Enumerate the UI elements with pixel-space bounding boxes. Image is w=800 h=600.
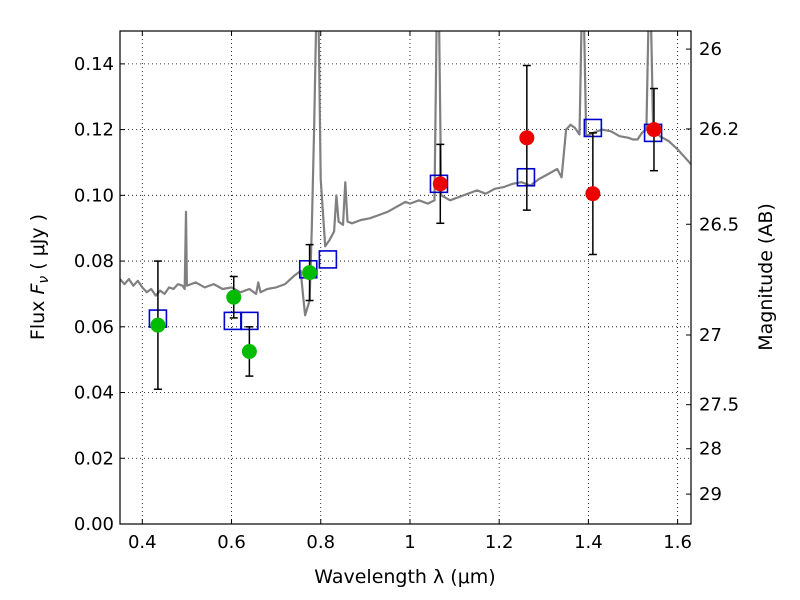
y-tick-label: 0.12 bbox=[74, 120, 114, 141]
y-axis-left: 0.00 0.02 0.04 0.06 0.08 0.10 0.12 0.14 bbox=[74, 54, 125, 535]
x-tick-label: 1.4 bbox=[574, 532, 603, 553]
right-tick-label: 27 bbox=[699, 325, 722, 346]
y-tick-label: 0.06 bbox=[74, 317, 114, 338]
right-tick-label: 29 bbox=[699, 484, 722, 505]
y-tick-label: 0.08 bbox=[74, 251, 114, 272]
right-tick-label: 28 bbox=[699, 439, 722, 460]
red-points bbox=[432, 122, 662, 202]
error-bars bbox=[153, 64, 658, 390]
y-axis-right: 26 26.2 26.5 27 27.5 28 29 bbox=[686, 39, 739, 505]
model-spectrum bbox=[120, 31, 691, 317]
x-tick-label: 1 bbox=[404, 532, 415, 553]
grid bbox=[120, 31, 691, 525]
y-axis-label-left: Flux Fν ( μJy ) bbox=[27, 214, 52, 340]
y-tick-label: 0.02 bbox=[74, 448, 114, 469]
x-axis: 0.4 0.6 0.8 1 1.2 1.4 1.6 bbox=[128, 31, 692, 553]
x-tick-label: 1.2 bbox=[485, 532, 514, 553]
green-points bbox=[150, 265, 318, 359]
model-points bbox=[148, 118, 663, 331]
x-axis-label: Wavelength λ (μm) bbox=[314, 566, 495, 588]
red-point bbox=[432, 176, 448, 192]
x-tick-label: 0.6 bbox=[217, 532, 246, 553]
plot-frame bbox=[119, 30, 692, 525]
right-tick-label: 26 bbox=[699, 39, 722, 60]
y-tick-label: 0.00 bbox=[74, 514, 114, 535]
x-tick-label: 1.6 bbox=[663, 532, 692, 553]
red-point bbox=[585, 186, 601, 202]
y-axis-label-right: Magnitude (AB) bbox=[755, 203, 777, 351]
green-point bbox=[150, 317, 166, 333]
x-tick-label: 0.4 bbox=[128, 532, 157, 553]
green-point bbox=[241, 343, 257, 359]
x-tick-label: 0.8 bbox=[306, 532, 335, 553]
y-tick-label: 0.14 bbox=[74, 54, 114, 75]
right-tick-label: 26.5 bbox=[699, 214, 739, 235]
red-point bbox=[519, 130, 535, 146]
model-point bbox=[516, 167, 536, 187]
model-point bbox=[318, 250, 338, 269]
y-tick-label: 0.10 bbox=[74, 185, 114, 206]
red-point bbox=[646, 122, 662, 138]
right-tick-label: 27.5 bbox=[699, 395, 739, 416]
spectrum-line bbox=[120, 31, 691, 317]
green-point bbox=[302, 265, 318, 281]
right-tick-label: 26.2 bbox=[699, 119, 739, 140]
y-tick-label: 0.04 bbox=[74, 383, 114, 404]
green-point bbox=[226, 289, 242, 305]
